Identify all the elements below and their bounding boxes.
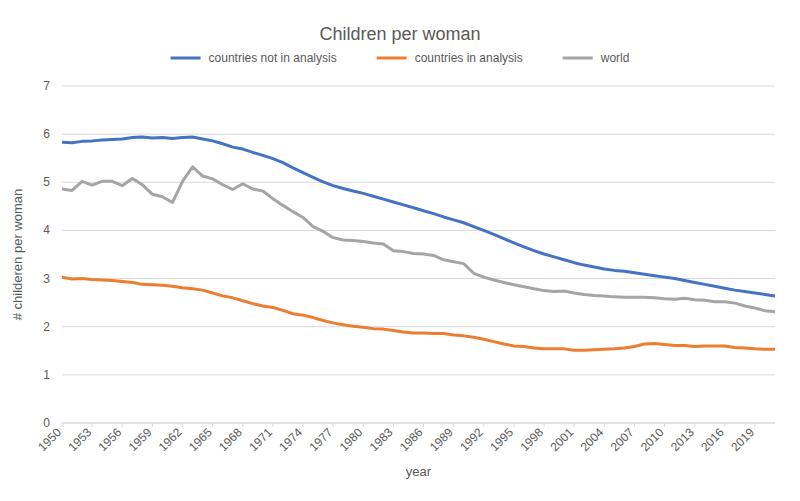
x-tick-label: 2016 <box>698 425 727 454</box>
x-tick <box>303 423 304 427</box>
series-line <box>62 277 775 350</box>
plot-area <box>62 137 775 350</box>
y-tick-label: 7 <box>43 79 50 93</box>
grid-line <box>62 374 775 375</box>
x-tick-label: 2001 <box>547 425 576 454</box>
x-tick <box>152 423 153 427</box>
x-tick <box>92 423 93 427</box>
x-tick-label: 1989 <box>427 425 456 454</box>
x-tick-label: 1980 <box>337 425 366 454</box>
legend-label: world <box>600 51 630 65</box>
y-tick-label: 0 <box>43 416 50 430</box>
x-tick-label: 1950 <box>35 425 64 454</box>
x-tick-label: 2007 <box>608 425 637 454</box>
legend-label: countries not in analysis <box>209 51 337 65</box>
x-tick-label: 1998 <box>517 425 546 454</box>
legend-swatch <box>171 57 201 60</box>
x-tick <box>574 423 575 427</box>
x-tick <box>393 423 394 427</box>
x-tick-label: 1956 <box>96 425 125 454</box>
legend-swatch <box>377 57 407 60</box>
grid <box>62 86 775 423</box>
series-line <box>62 137 775 296</box>
x-tick-label: 2019 <box>728 425 757 454</box>
x-tick <box>513 423 514 427</box>
grid-line <box>62 326 775 327</box>
x-tick <box>242 423 243 427</box>
x-tick <box>664 423 665 427</box>
x-tick <box>634 423 635 427</box>
x-tick-label: 2013 <box>668 425 697 454</box>
x-tick-label: 1992 <box>457 425 486 454</box>
x-tick-label: 1953 <box>65 425 94 454</box>
x-tick-label: 1971 <box>246 425 275 454</box>
x-tick-label: 1959 <box>126 425 155 454</box>
x-tick <box>182 423 183 427</box>
background <box>0 0 800 501</box>
x-tick <box>212 423 213 427</box>
x-tick-label: 1995 <box>487 425 516 454</box>
x-tick-label: 1962 <box>156 425 185 454</box>
x-tick-label: 2010 <box>638 425 667 454</box>
grid-line <box>62 423 775 424</box>
x-axis-label: year <box>406 464 432 479</box>
title: Children per woman <box>319 24 480 44</box>
grid-line <box>62 230 775 231</box>
x-tick-label: 2004 <box>578 425 607 454</box>
x-tick <box>694 423 695 427</box>
y-tick-label: 3 <box>43 272 50 286</box>
y-tick-label: 5 <box>43 175 50 189</box>
x-tick <box>62 423 63 427</box>
x-tick <box>333 423 334 427</box>
grid-line <box>62 134 775 135</box>
x-tick-label: 1983 <box>367 425 396 454</box>
x-axis-line <box>62 423 775 424</box>
y-tick-label: 6 <box>43 127 50 141</box>
grid-line <box>62 86 775 87</box>
x-tick <box>363 423 364 427</box>
grid-line <box>62 182 775 183</box>
x-tick-label: 1965 <box>186 425 215 454</box>
x-tick <box>423 423 424 427</box>
x-tick <box>754 423 755 427</box>
legend-swatch <box>563 57 593 60</box>
chart: Children per woman0123456719501953195619… <box>0 0 800 501</box>
y-tick-label: 2 <box>43 320 50 334</box>
y-tick-label: 1 <box>43 368 50 382</box>
x-tick-label: 1968 <box>216 425 245 454</box>
legend: countries not in analysis countries in an… <box>171 51 630 65</box>
x-tick <box>604 423 605 427</box>
x-tick <box>453 423 454 427</box>
x-tick <box>122 423 123 427</box>
x-tick <box>544 423 545 427</box>
legend-label: countries in analysis <box>415 51 523 65</box>
x-tick-label: 1977 <box>306 425 335 454</box>
x-tick <box>272 423 273 427</box>
y-axis-label: # childeren per woman <box>10 189 25 321</box>
series-line <box>62 167 775 312</box>
x-tick-label: 1986 <box>397 425 426 454</box>
y-tick-label: 4 <box>43 223 50 237</box>
x-tick <box>483 423 484 427</box>
x-tick <box>724 423 725 427</box>
x-tick-label: 1974 <box>276 425 305 454</box>
